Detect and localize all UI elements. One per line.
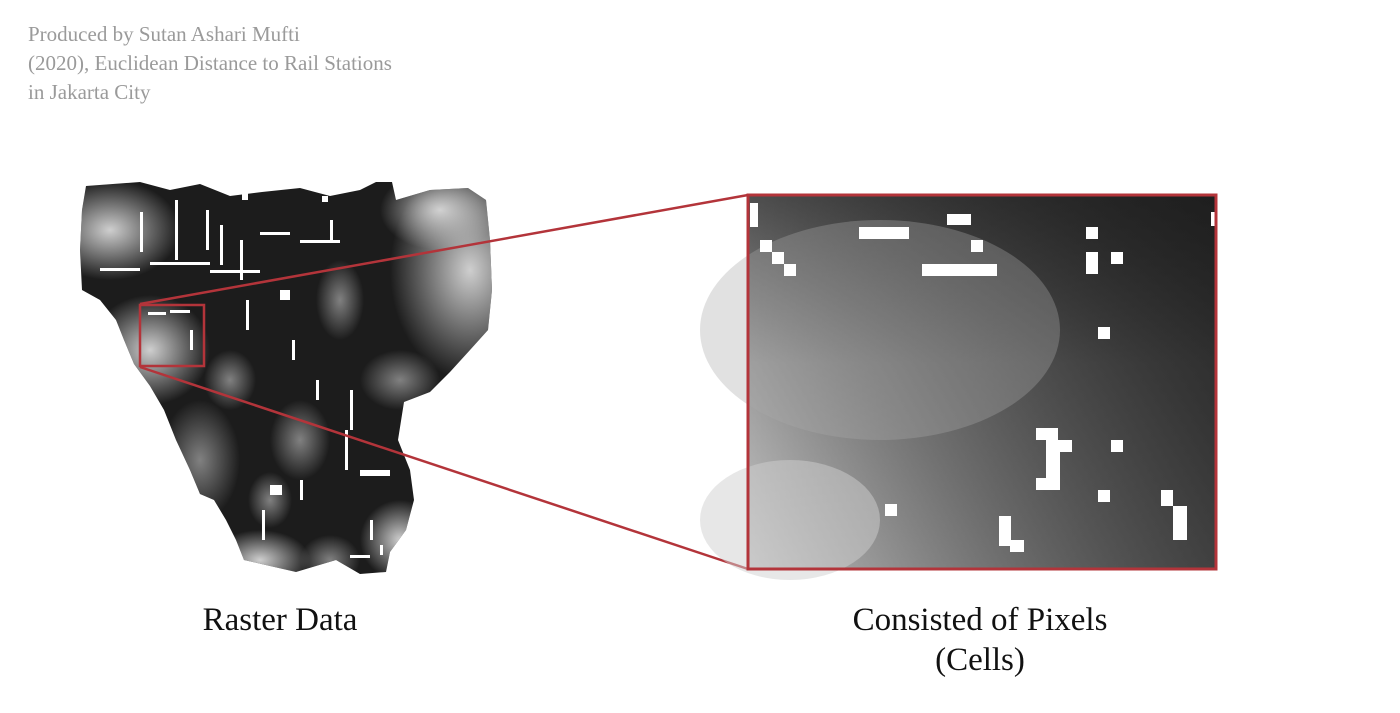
- zoom-frame: [746, 193, 1218, 571]
- station-cells-zoom: [750, 203, 1215, 552]
- connector-bottom: [139, 365, 749, 571]
- credit-text: Produced by Sutan Ashari Mufti (2020), E…: [28, 20, 468, 107]
- credit-line-3: in Jakarta City: [28, 80, 151, 104]
- credit-line-1: Produced by Sutan Ashari Mufti: [28, 22, 300, 46]
- raster-map: [80, 182, 492, 574]
- pixels-caption-line-2: (Cells): [935, 642, 1025, 678]
- selection-box: [138, 303, 206, 368]
- pixels-caption: Consisted of Pixels (Cells): [790, 600, 1170, 680]
- pixels-caption-line-1: Consisted of Pixels: [852, 602, 1108, 638]
- connector-top: [139, 193, 749, 306]
- station-cells-map: [100, 190, 390, 558]
- raster-caption: Raster Data: [202, 602, 358, 638]
- credit-line-2: (2020), Euclidean Distance to Rail Stati…: [28, 51, 392, 75]
- zoomed-pixel-view: [700, 193, 1218, 580]
